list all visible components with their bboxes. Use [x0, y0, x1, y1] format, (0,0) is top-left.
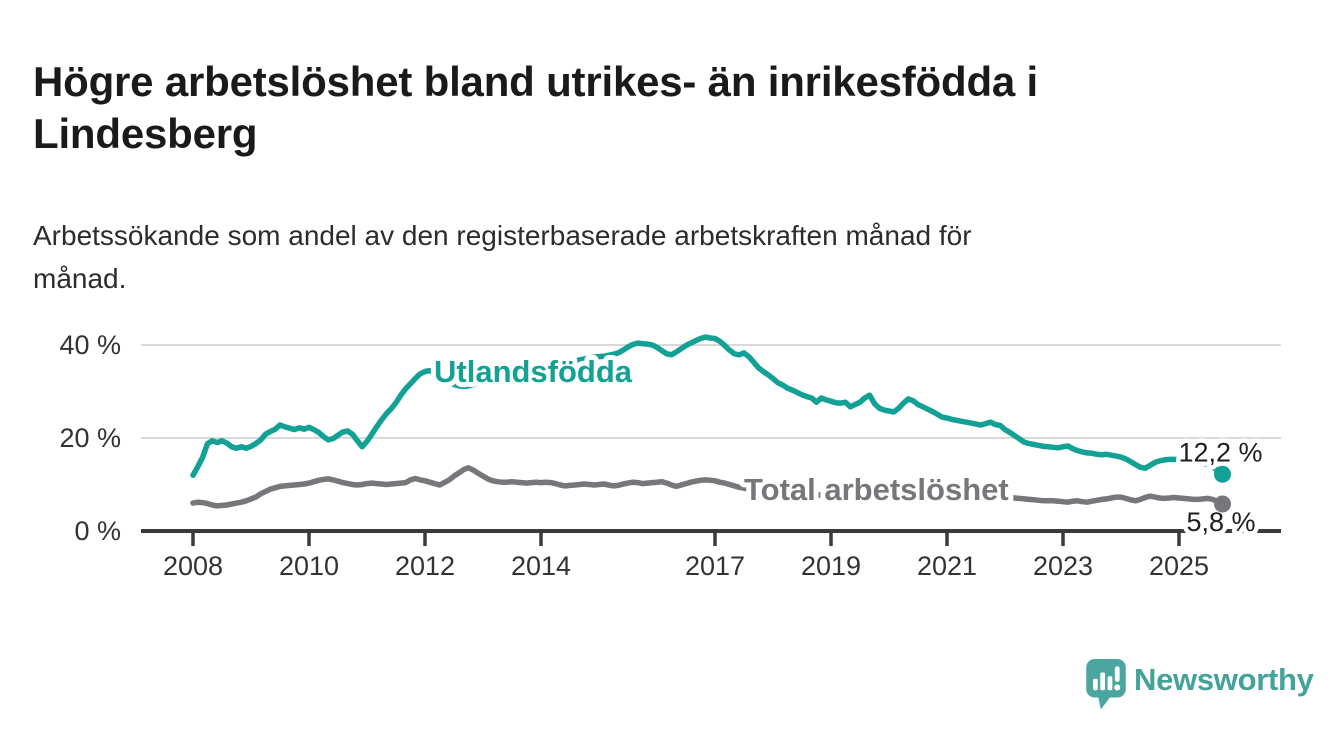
page-title-line-2: Lindesberg	[33, 110, 258, 158]
newsworthy-speech-bubble-bar-chart-icon	[1086, 659, 1126, 710]
chart-subtitle: Arbetssökande som andel av den registerb…	[33, 214, 1233, 301]
newsworthy-logo-text: Newsworthy	[1134, 662, 1314, 697]
x-axis-tick-label: 2012	[395, 551, 455, 581]
x-axis-tick-label: 2025	[1149, 551, 1209, 581]
x-axis-tick-label: 2017	[685, 551, 745, 581]
x-axis-tick-label: 2008	[163, 551, 223, 581]
series-line	[190, 334, 1226, 478]
x-axis-tick-label: 2021	[917, 551, 977, 581]
chart-subtitle-line-2: månad.	[33, 263, 127, 295]
series-inline-label: Total arbetslöshet	[744, 472, 1009, 507]
x-axis-tick-label: 2019	[801, 551, 861, 581]
page-title: Högre arbetslöshet bland utrikes- än inr…	[33, 56, 1213, 160]
series-line	[190, 465, 1226, 509]
series-inline-label: Utlandsfödda	[434, 354, 633, 389]
y-axis-tick-label: 0 %	[74, 516, 121, 546]
latest-value-label: 5,8 %	[1186, 507, 1255, 537]
x-axis-tick-label: 2010	[279, 551, 339, 581]
page-title-line-1: Högre arbetslöshet bland utrikes- än inr…	[33, 58, 1039, 106]
y-axis-tick-label: 40 %	[59, 330, 121, 360]
y-axis-tick-label: 20 %	[59, 423, 121, 453]
x-axis-tick-label: 2014	[511, 551, 571, 581]
latest-value-label: 12,2 %	[1178, 437, 1262, 467]
x-axis-tick-label: 2023	[1033, 551, 1093, 581]
newsworthy-logo: Newsworthy	[1085, 658, 1314, 710]
chart-subtitle-line-1: Arbetssökande som andel av den registerb…	[33, 220, 972, 251]
series-end-dot	[1214, 495, 1231, 513]
series-end-dot	[1214, 465, 1231, 483]
